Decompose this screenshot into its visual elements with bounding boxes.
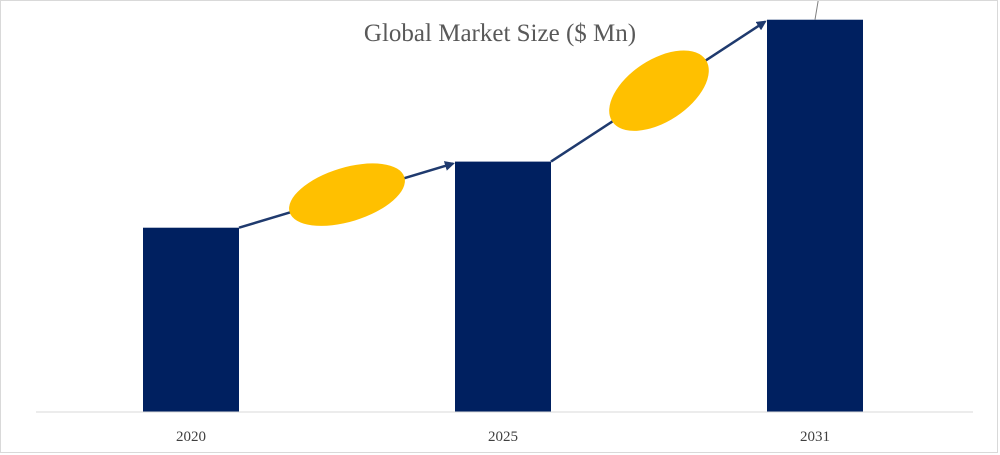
growth-arrows-layer (238, 20, 767, 229)
bars-layer (143, 19, 863, 412)
chart-title: Global Market Size ($ Mn) (364, 20, 636, 47)
bar-2031 (767, 19, 863, 412)
bar-2025 (455, 161, 551, 412)
x-axis-ticks: 2020 2025 2031 (176, 429, 830, 445)
x-tick-label-2025: 2025 (488, 429, 518, 445)
data-label-leader-2031 (814, 1, 819, 20)
data-labels-layer: 12,878 (814, 1, 819, 20)
x-tick-label-2031: 2031 (800, 429, 830, 445)
bar-2020 (143, 227, 239, 412)
cagr-ellipse-2 (609, 50, 709, 131)
cagr-ellipse-1 (289, 163, 405, 226)
x-tick-label-2020: 2020 (176, 429, 206, 445)
